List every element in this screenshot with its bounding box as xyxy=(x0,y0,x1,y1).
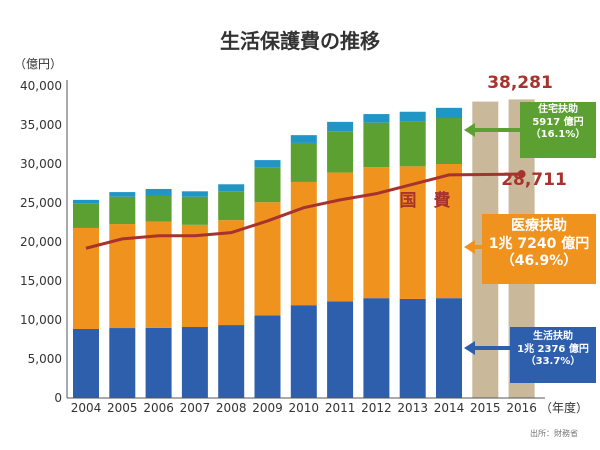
y-axis-label: （億円） xyxy=(14,57,62,71)
bar-other-2013 xyxy=(399,111,426,122)
x-tick-label: 2015 xyxy=(470,401,501,415)
callout-iryo-share: （46.9%） xyxy=(500,253,578,269)
callout-seikatsu-amount: 1兆 2376 億円 xyxy=(517,343,589,355)
bar-other-2004 xyxy=(73,199,99,204)
bar-jutaku-2009 xyxy=(254,167,281,203)
x-tick-label: 2013 xyxy=(397,401,428,415)
callout-seikatsu-title: 生活扶助 xyxy=(533,331,573,342)
y-tick-label: 0 xyxy=(54,391,62,405)
bar-other-2009 xyxy=(254,160,281,168)
bar-jutaku-2006 xyxy=(145,195,172,222)
callout-iryo: 医療扶助 1兆 7240 億円 （46.9%） xyxy=(482,214,596,284)
bar-seikatsu-2004 xyxy=(73,328,99,398)
bar-other-2006 xyxy=(145,188,172,196)
bar-iryo-2014 xyxy=(436,164,462,299)
x-tick-label: 2012 xyxy=(361,401,392,415)
bar-jutaku-2014 xyxy=(436,117,462,164)
bar-seikatsu-2007 xyxy=(181,327,208,398)
y-tick-label: 10,000 xyxy=(20,313,62,327)
bar-seikatsu-2009 xyxy=(254,315,281,398)
x-tick-label: 2011 xyxy=(325,401,356,415)
bar-iryo-2004 xyxy=(73,227,99,329)
callout-seikatsu: 生活扶助 1兆 2376 億円 （33.7%） xyxy=(510,327,596,383)
callout-jutaku-amount: 5917 億円 xyxy=(532,116,584,128)
bar-iryo-2010 xyxy=(290,181,317,306)
kokuhi-2016-label: 28,711 xyxy=(501,170,567,190)
y-tick-label: 35,000 xyxy=(20,118,62,132)
bar-jutaku-2004 xyxy=(73,203,99,228)
kokuhi-line xyxy=(85,172,522,250)
kokuhi-point-2016 xyxy=(517,170,526,179)
kokuhi-label: 国 費 xyxy=(400,190,451,211)
x-tick-label: 2007 xyxy=(180,401,211,415)
bar-jutaku-2013 xyxy=(399,121,426,167)
y-tick-label: 15,000 xyxy=(20,274,62,288)
y-tick-label: 30,000 xyxy=(20,157,62,171)
y-tick-label: 20,000 xyxy=(20,235,62,249)
arrow-jutaku-head xyxy=(464,123,475,137)
bar-other-2012 xyxy=(363,114,390,123)
bar-seikatsu-2013 xyxy=(399,298,426,398)
y-tick-label: 5,000 xyxy=(28,352,62,366)
bar-iryo-2011 xyxy=(327,172,354,302)
bar-iryo-2008 xyxy=(218,220,245,326)
x-tick-label: 2008 xyxy=(216,401,247,415)
y-tick-label: 40,000 xyxy=(20,79,62,93)
arrow-seikatsu-head xyxy=(464,341,475,355)
bar-jutaku-2005 xyxy=(109,196,136,225)
x-tick-label: 2010 xyxy=(289,401,320,415)
bar-other-2014 xyxy=(436,107,462,118)
bar-jutaku-2010 xyxy=(290,142,317,182)
bar-seikatsu-2014 xyxy=(436,298,462,398)
bar-jutaku-2008 xyxy=(218,191,245,221)
callout-jutaku-title: 住宅扶助 xyxy=(538,104,578,115)
bar-seikatsu-2008 xyxy=(218,325,245,398)
bar-iryo-2007 xyxy=(181,224,208,328)
bar-seikatsu-2011 xyxy=(327,301,354,398)
x-tick-label: 2004 xyxy=(71,401,102,415)
total-2016-label: 38,281 xyxy=(487,73,553,93)
bar-jutaku-2007 xyxy=(181,196,208,225)
bar-seikatsu-2005 xyxy=(109,328,136,398)
y-tick-label: 25,000 xyxy=(20,196,62,210)
chart-title: 生活保護費の推移 xyxy=(220,29,380,53)
bar-jutaku-2011 xyxy=(327,131,354,173)
bar-other-2007 xyxy=(181,191,208,197)
arrow-iryo-head xyxy=(464,240,475,254)
source-note: 出所：財務省 xyxy=(530,428,578,438)
x-tick-label: 2014 xyxy=(434,401,465,415)
bar-seikatsu-2010 xyxy=(290,305,317,398)
bar-seikatsu-2006 xyxy=(145,327,172,398)
bar-iryo-2012 xyxy=(363,167,390,299)
x-tick-label: 2016 xyxy=(506,401,537,415)
callout-iryo-amount: 1兆 7240 億円 xyxy=(488,235,590,252)
bar-iryo-2006 xyxy=(145,221,172,328)
x-tick-label: 2005 xyxy=(107,401,138,415)
bar-other-2008 xyxy=(218,184,245,192)
bar-jutaku-2012 xyxy=(363,122,390,168)
bar-seikatsu-2012 xyxy=(363,298,390,398)
callout-jutaku: 住宅扶助 5917 億円 （16.1%） xyxy=(520,102,596,158)
bar-iryo-2013 xyxy=(399,166,426,299)
x-axis-label: （年度） xyxy=(540,400,588,415)
callout-seikatsu-share: （33.7%） xyxy=(525,356,581,367)
bar-other-2005 xyxy=(109,192,136,197)
bar-other-2010 xyxy=(290,135,317,143)
callout-iryo-title: 医療扶助 xyxy=(511,218,567,234)
x-tick-label: 2006 xyxy=(143,401,174,415)
bar-other-2011 xyxy=(327,121,354,132)
callout-jutaku-share: （16.1%） xyxy=(530,129,586,140)
x-tick-label: 2009 xyxy=(252,401,283,415)
